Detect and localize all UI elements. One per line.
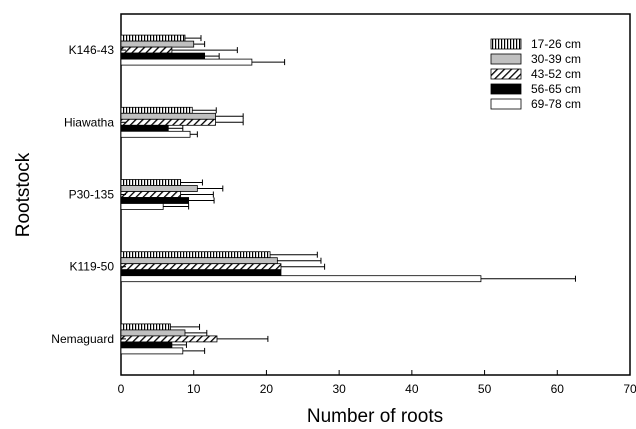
- bar: [120, 269, 282, 277]
- legend-swatch: [490, 83, 522, 95]
- x-tick-label: 0: [118, 382, 125, 396]
- legend-swatch: [490, 38, 522, 50]
- bar: [120, 124, 169, 132]
- bar: [120, 185, 198, 192]
- y-tick-label: Nemaguard: [51, 332, 114, 346]
- bar: [120, 335, 218, 343]
- bar: [120, 197, 190, 204]
- legend-label: 43-52 cm: [531, 67, 581, 81]
- bar: [120, 341, 173, 349]
- legend-swatch: [490, 53, 522, 65]
- bar: [120, 58, 253, 66]
- x-axis-title: Number of roots: [307, 406, 443, 427]
- x-tick-label: 10: [187, 382, 201, 396]
- bar: [120, 118, 216, 126]
- y-tick-label: K119-50: [70, 260, 115, 274]
- bar: [120, 46, 173, 54]
- y-axis-ticks: K146-43 Hiawatha P30-135 K119-50 Nemaguard: [51, 43, 126, 346]
- x-tick-label: 50: [478, 382, 492, 396]
- bars-layer: [120, 34, 482, 355]
- x-tick-label: 30: [332, 382, 346, 396]
- bar: [120, 203, 164, 210]
- x-tick-label: 20: [260, 382, 274, 396]
- x-tick-label: 70: [623, 382, 636, 396]
- legend-swatch: [490, 68, 522, 80]
- bar: [120, 251, 271, 259]
- x-axis-ticks: 0 10 20 30 40 50 60 70: [118, 370, 636, 396]
- bar: [120, 179, 182, 186]
- x-tick-label: 40: [405, 382, 419, 396]
- legend-label: 56-65 cm: [531, 82, 581, 96]
- y-tick-label: Hiawatha: [64, 115, 114, 129]
- bar: [120, 263, 282, 271]
- bar: [120, 34, 186, 42]
- x-tick-label: 60: [551, 382, 565, 396]
- y-axis-title: Rootstock: [13, 152, 34, 237]
- bar: [120, 329, 186, 337]
- y-tick-label: P30-135: [69, 188, 115, 202]
- bar: [120, 106, 193, 114]
- bar: [120, 275, 482, 283]
- error-bars-layer: [163, 35, 576, 354]
- legend-label: 17-26 cm: [531, 37, 581, 51]
- bar: [120, 52, 206, 60]
- bar: [120, 112, 216, 120]
- bar: [120, 257, 278, 265]
- bar: [120, 347, 184, 355]
- bar: [120, 323, 171, 331]
- y-tick-label: K146-43: [69, 43, 115, 57]
- legend-swatch: [490, 98, 522, 110]
- bar: [120, 130, 191, 138]
- legend-label: 69-78 cm: [531, 97, 581, 111]
- bar: [120, 40, 195, 48]
- bar: [120, 191, 182, 198]
- legend-label: 30-39 cm: [531, 52, 581, 66]
